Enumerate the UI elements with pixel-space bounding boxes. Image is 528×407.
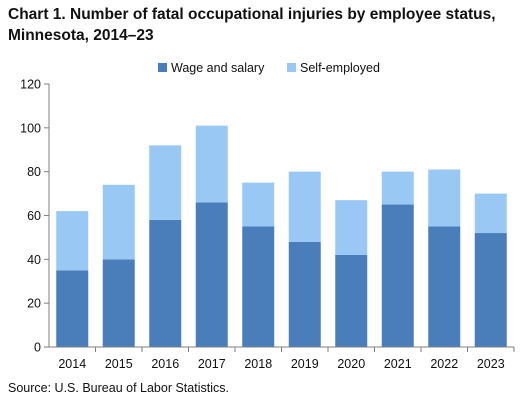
y-tick-label: 60 [27, 209, 41, 223]
bar-wage-and-salary-2019 [288, 241, 321, 347]
y-tick-label: 20 [27, 297, 41, 311]
bar-self-employed-2016 [149, 145, 182, 220]
bar-wage-and-salary-2017 [195, 202, 228, 347]
x-tick-label: 2021 [384, 357, 412, 371]
y-tick-label: 0 [34, 341, 41, 355]
chart-title-line-1: Chart 1. Number of fatal occupational in… [8, 6, 496, 23]
y-tick-label: 80 [27, 165, 41, 179]
legend-wage-and-salary-swatch [158, 63, 167, 72]
x-tick-label: 2015 [105, 357, 133, 371]
bar-self-employed-2019 [288, 171, 321, 242]
bar-self-employed-2017 [195, 125, 228, 203]
bar-self-employed-2022 [428, 169, 461, 227]
bar-self-employed-2020 [335, 200, 368, 255]
bar-self-employed-2018 [242, 182, 275, 227]
bar-wage-and-salary-2018 [242, 226, 275, 347]
bar-wage-and-salary-2023 [474, 233, 507, 347]
x-tick-label: 2016 [151, 357, 179, 371]
legend-self-employed-swatch [287, 63, 296, 72]
x-tick-label: 2019 [291, 357, 319, 371]
x-tick-label: 2022 [430, 357, 458, 371]
bar-wage-and-salary-2015 [102, 259, 135, 347]
y-tick-label: 100 [20, 121, 41, 135]
y-tick-label: 40 [27, 253, 41, 267]
bar-wage-and-salary-2014 [56, 270, 89, 347]
legend-self-employed-label: Self-employed [300, 61, 380, 75]
legend-wage-and-salary-label: Wage and salary [171, 61, 265, 75]
x-tick-label: 2018 [244, 357, 272, 371]
x-tick-label: 2017 [198, 357, 226, 371]
bar-self-employed-2015 [102, 184, 135, 260]
y-tick-label: 120 [20, 78, 41, 92]
bar-wage-and-salary-2021 [381, 204, 414, 347]
x-tick-label: 2020 [337, 357, 365, 371]
chart-title: Chart 1. Number of fatal occupational in… [8, 4, 520, 46]
bar-self-employed-2021 [381, 171, 414, 205]
bar-wage-and-salary-2016 [149, 219, 182, 347]
bar-wage-and-salary-2020 [335, 254, 368, 347]
x-tick-label: 2023 [477, 357, 505, 371]
bar-self-employed-2023 [474, 193, 507, 234]
chart-title-line-2: Minnesota, 2014–23 [8, 27, 154, 44]
x-tick-label: 2014 [58, 357, 86, 371]
bar-wage-and-salary-2022 [428, 226, 461, 347]
source-note: Source: U.S. Bureau of Labor Statistics. [8, 381, 229, 395]
bar-self-employed-2014 [56, 211, 89, 271]
